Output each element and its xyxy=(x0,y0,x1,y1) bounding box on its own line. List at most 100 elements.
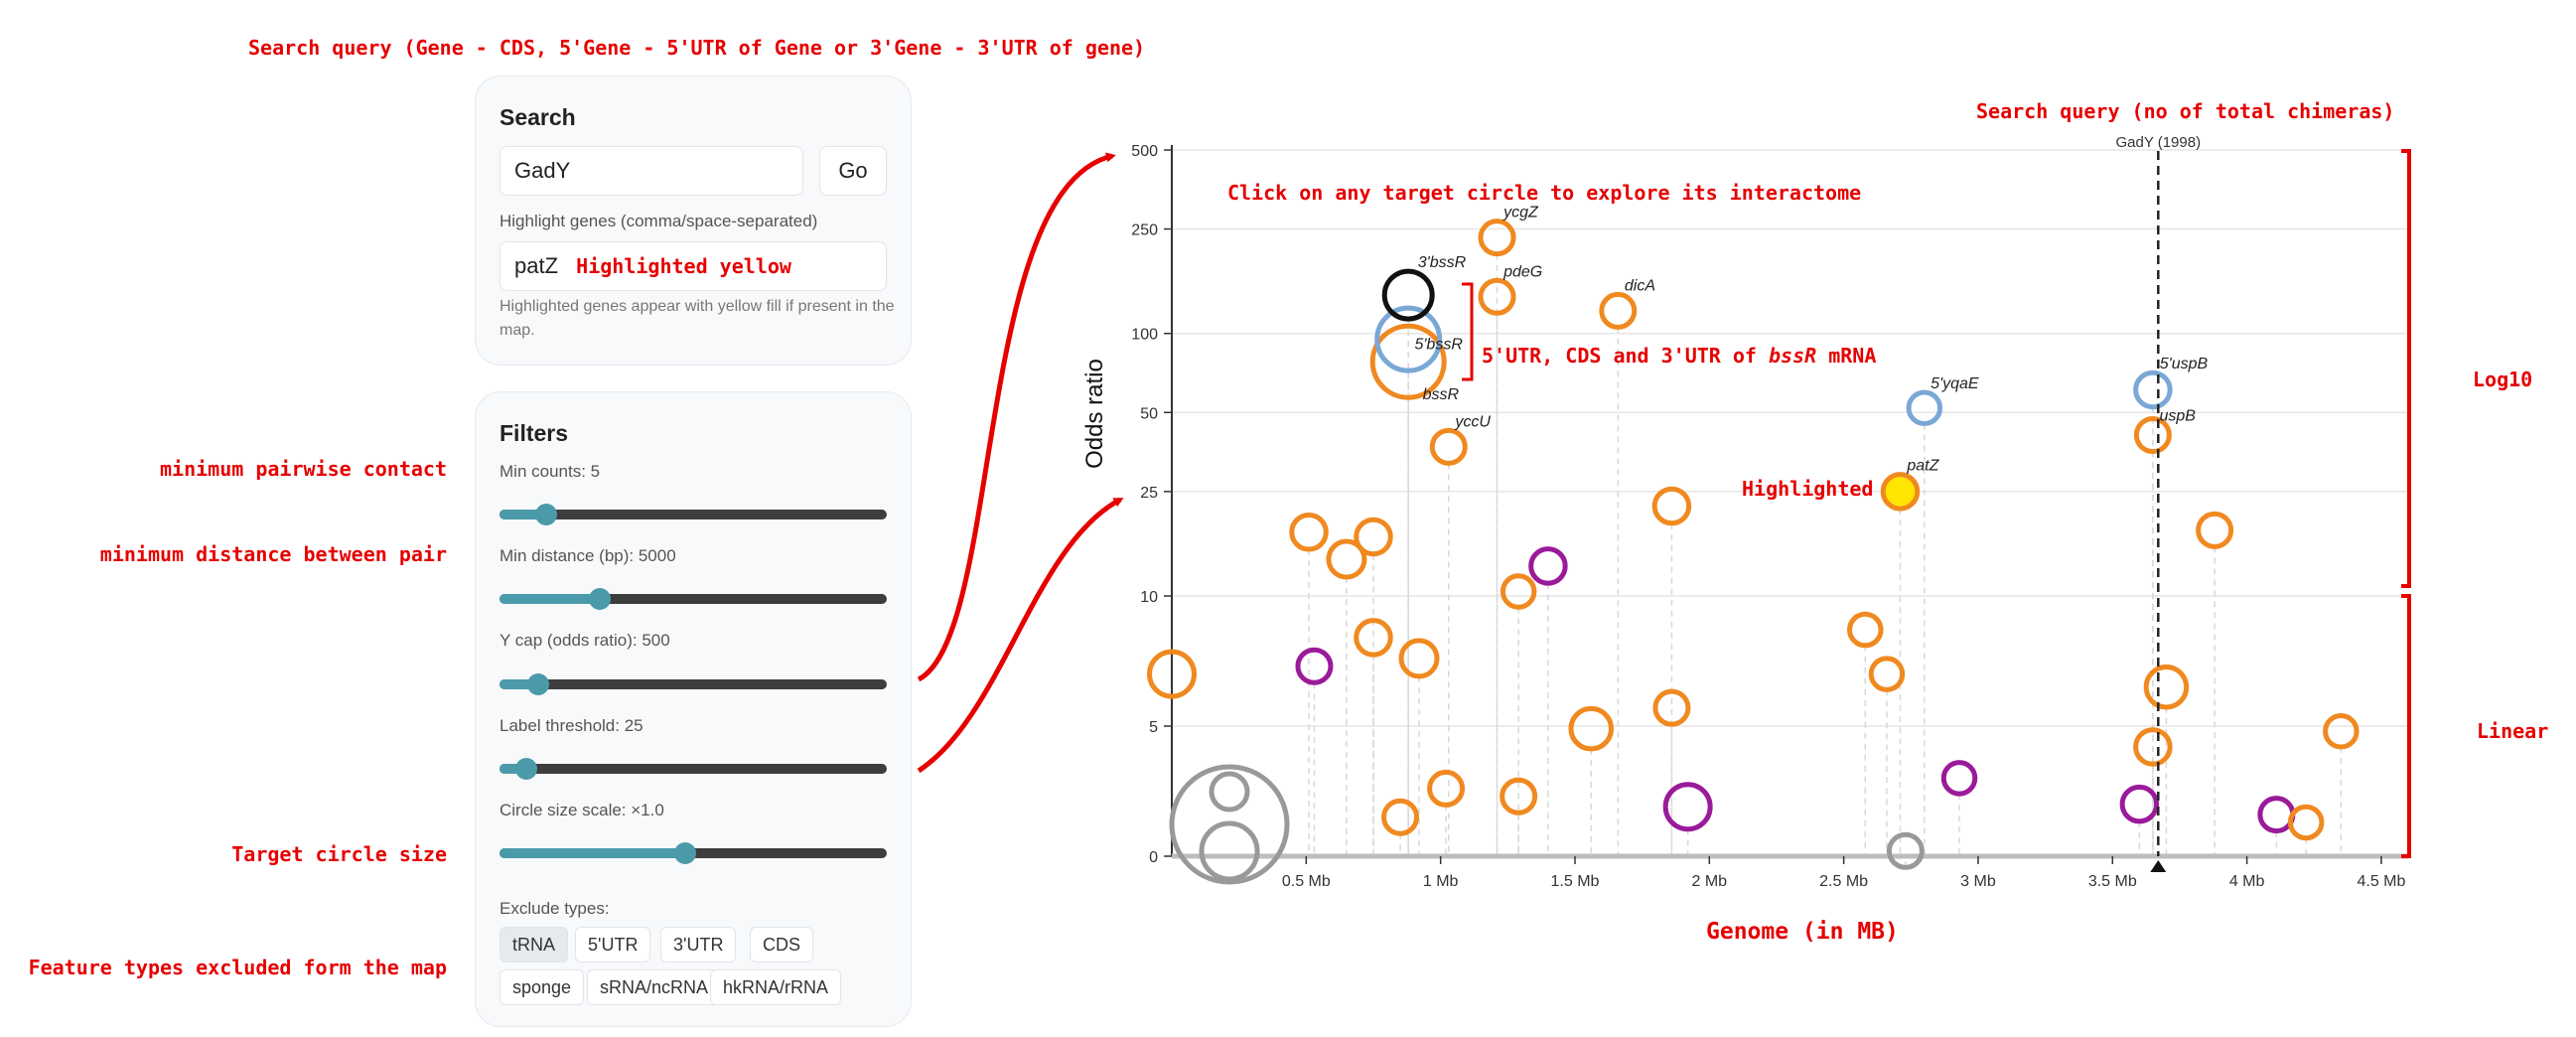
highlight-input[interactable]: patZ Highlighted yellow xyxy=(500,241,887,291)
target-circle[interactable] xyxy=(1652,688,1691,727)
y-axis-label: Odds ratio xyxy=(1081,359,1108,469)
target-circle[interactable] xyxy=(1528,546,1568,586)
target-circle[interactable] xyxy=(1568,705,1614,752)
circle-scale-slider[interactable] xyxy=(500,842,887,864)
label-threshold-slider[interactable] xyxy=(500,758,887,780)
target-circle[interactable] xyxy=(2196,511,2234,549)
point-label: 5'uspB xyxy=(2160,356,2209,372)
size-legend-small xyxy=(1209,771,1250,813)
target-circle[interactable] xyxy=(2119,784,2160,824)
x-tick-label: 2 Mb xyxy=(1692,873,1728,890)
x-tick-label: 1.5 Mb xyxy=(1551,873,1600,890)
search-input[interactable]: GadY xyxy=(500,146,803,196)
slider-thumb[interactable] xyxy=(534,504,557,525)
y-tick-label: 5 xyxy=(1149,719,1158,736)
target-circle-pdeg[interactable] xyxy=(1478,277,1516,316)
target-circle[interactable] xyxy=(2323,712,2360,750)
exclude-chip-srna-ncrna[interactable]: sRNA/ncRNA xyxy=(587,969,722,1005)
target-circle-patz[interactable] xyxy=(1880,472,1921,512)
highlight-value: patZ xyxy=(514,253,559,278)
y-tick-label: 250 xyxy=(1131,222,1158,239)
target-circle[interactable] xyxy=(1886,831,1925,870)
highlight-hint: Highlighted genes appear with yellow fil… xyxy=(500,298,895,339)
target-circle[interactable] xyxy=(1398,638,1440,679)
exclude-chip-cds[interactable]: CDS xyxy=(750,927,814,963)
query-marker-triangle xyxy=(2150,860,2167,872)
point-label: 5'bssR xyxy=(1414,337,1463,354)
exclude-chip-trna[interactable]: tRNA xyxy=(500,927,569,963)
arrow-to-label-threshold xyxy=(917,497,1124,774)
target-circle-5bssr[interactable] xyxy=(1374,305,1443,373)
annotation-min-distance: minimum distance between pair xyxy=(99,542,447,566)
annotation-target-size: Target circle size xyxy=(231,842,447,866)
target-circle[interactable] xyxy=(1326,538,1367,580)
bracket-note-prefix: 5'UTR, CDS and 3'UTR of xyxy=(1482,344,1769,368)
filters-panel: Filters Min counts: 5 Min distance (bp):… xyxy=(475,391,912,1027)
target-circle[interactable] xyxy=(1295,647,1334,685)
point-label: yccU xyxy=(1454,413,1491,430)
point-label: bssR xyxy=(1423,386,1460,403)
target-circle[interactable] xyxy=(1381,798,1420,836)
target-circle[interactable] xyxy=(1354,517,1393,557)
annotation-search-query: Search query (Gene - CDS, 5'Gene - 5'UTR… xyxy=(248,36,1146,60)
target-circle[interactable] xyxy=(1651,486,1692,526)
y-tick-label: 500 xyxy=(1131,143,1158,160)
annotation-click-hint: Click on any target circle to explore it… xyxy=(1227,181,1862,205)
x-tick-label: 2.5 Mb xyxy=(1819,873,1868,890)
target-circle[interactable] xyxy=(2133,727,2173,767)
target-circle-3bssr[interactable] xyxy=(1381,268,1435,322)
exclude-chip-hkrna-rrna[interactable]: hkRNA/rRNA xyxy=(710,969,842,1005)
slider-thumb[interactable] xyxy=(527,673,549,695)
slider-thumb[interactable] xyxy=(589,588,612,610)
go-button[interactable]: Go xyxy=(819,146,887,196)
min-distance-slider[interactable] xyxy=(500,588,887,610)
y-cap-label: Y cap (odds ratio): 500 xyxy=(500,631,670,650)
y-cap-slider[interactable] xyxy=(500,673,887,695)
y-tick-label: 100 xyxy=(1131,327,1158,344)
target-circle[interactable] xyxy=(1662,782,1713,832)
filters-title: Filters xyxy=(500,420,569,446)
point-label: 3'bssR xyxy=(1418,254,1467,271)
target-circle[interactable] xyxy=(2143,664,2190,710)
size-legend-medium xyxy=(1199,820,1260,882)
target-circle-5uspb[interactable] xyxy=(2133,370,2173,410)
target-circle-uspb[interactable] xyxy=(2133,416,2172,455)
linear-scale-bracket xyxy=(2401,594,2411,858)
point-label: dicA xyxy=(1625,277,1655,294)
annotation-highlighted-yellow: Highlighted yellow xyxy=(576,254,791,278)
target-circle[interactable] xyxy=(1289,513,1329,552)
point-label: uspB xyxy=(2159,408,2196,425)
target-circle[interactable] xyxy=(1868,656,1906,692)
target-circle[interactable] xyxy=(1147,649,1197,699)
arrow-to-top-of-chart xyxy=(917,152,1116,682)
target-circle-ycgz[interactable] xyxy=(1478,219,1516,257)
target-circle[interactable] xyxy=(1847,611,1884,649)
target-circle-bssr[interactable] xyxy=(1369,323,1447,400)
target-circle[interactable] xyxy=(1354,618,1393,658)
target-circle-dica[interactable] xyxy=(1599,291,1638,330)
x-tick-label: 1 Mb xyxy=(1423,873,1459,890)
target-circle[interactable] xyxy=(1940,760,1978,797)
x-tick-label: 4.5 Mb xyxy=(2357,873,2405,890)
slider-thumb[interactable] xyxy=(515,758,538,780)
target-circle-5yqae[interactable] xyxy=(1906,389,1943,427)
exclude-chip-3-utr[interactable]: 3'UTR xyxy=(660,927,737,963)
y-tick-label: 25 xyxy=(1140,485,1158,502)
slider-thumb[interactable] xyxy=(674,842,697,864)
target-circle[interactable] xyxy=(1427,769,1466,808)
target-circle[interactable] xyxy=(1500,777,1538,815)
target-circle[interactable] xyxy=(1500,573,1537,610)
x-tick-label: 4 Mb xyxy=(2229,873,2265,890)
target-circle[interactable] xyxy=(2287,804,2325,841)
min-counts-slider[interactable] xyxy=(500,504,887,525)
bracket-note-suffix: mRNA xyxy=(1816,344,1877,368)
point-label: pdeG xyxy=(1503,263,1542,280)
target-circle[interactable] xyxy=(2257,796,2296,834)
query-marker-label: GadY (1998) xyxy=(2115,134,2201,151)
y-tick-label: 50 xyxy=(1140,405,1158,422)
exclude-chip-sponge[interactable]: sponge xyxy=(500,969,585,1005)
min-distance-label: Min distance (bp): 5000 xyxy=(500,546,676,565)
target-circle-yccu[interactable] xyxy=(1429,427,1468,466)
exclude-chip-5-utr[interactable]: 5'UTR xyxy=(575,927,651,963)
